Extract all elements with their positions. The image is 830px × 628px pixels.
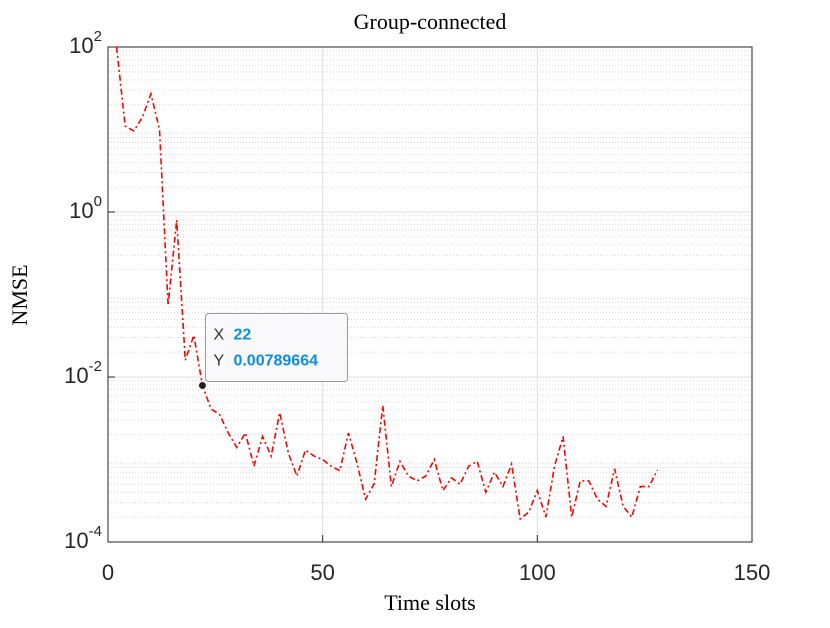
y-tick-base: 10: [64, 363, 88, 388]
x-tick-label: 100: [519, 560, 556, 585]
datatip-box: [204, 312, 348, 382]
datatip-x-value: 22: [233, 327, 251, 344]
y-tick-exponent: 2: [94, 28, 102, 45]
y-tick-label: 100: [69, 193, 102, 223]
datatip-y-value: 0.00789664: [233, 353, 318, 370]
y-tick-base: 10: [69, 33, 93, 58]
y-tick-exponent: 0: [94, 193, 102, 210]
chart-title: Group-connected: [354, 9, 507, 34]
y-tick-base: 10: [64, 528, 88, 553]
x-tick-label: 150: [734, 560, 771, 585]
y-tick-exponent: -2: [89, 358, 102, 375]
x-tick-label: 0: [102, 560, 114, 585]
x-tick-label: 50: [310, 560, 334, 585]
datatip-y-name: Y: [213, 353, 224, 370]
plot-area: [108, 47, 752, 542]
y-tick-exponent: -4: [89, 523, 102, 540]
x-axis-label: Time slots: [384, 590, 476, 615]
y-tick-label: 10-4: [64, 523, 102, 553]
datatip-x-name: X: [213, 327, 224, 344]
y-axis-label: NMSE: [7, 264, 32, 325]
y-tick-label: 10-2: [64, 358, 102, 388]
y-tick-label: 102: [69, 28, 102, 58]
y-tick-base: 10: [69, 198, 93, 223]
axes-box: [107, 46, 753, 543]
datatip-point: [198, 381, 206, 389]
data-line: [115, 46, 659, 521]
